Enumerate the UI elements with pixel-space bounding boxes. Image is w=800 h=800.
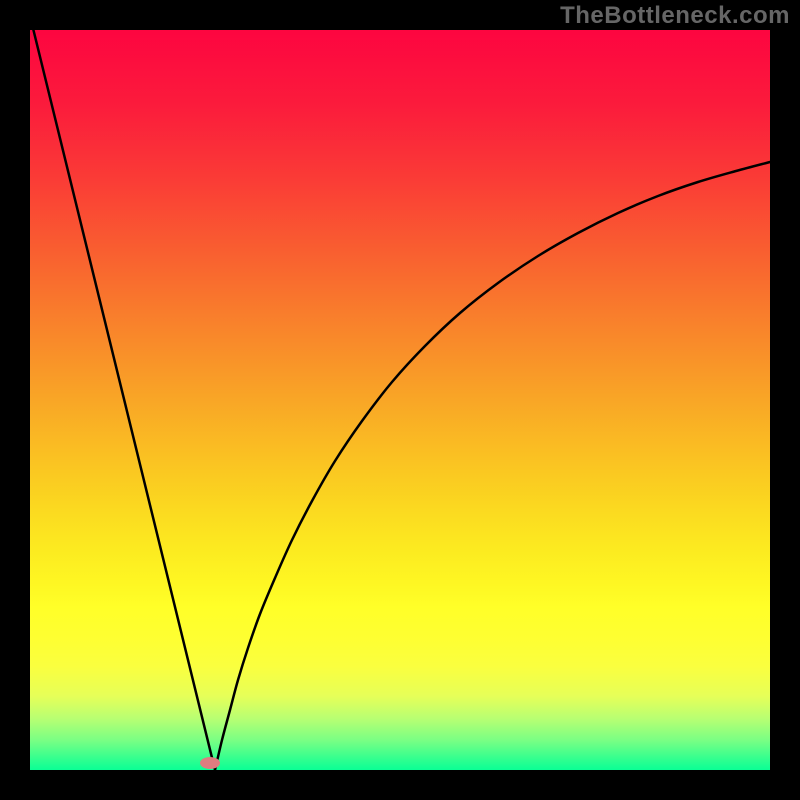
watermark-text: TheBottleneck.com [560, 2, 790, 30]
bottleneck-chart [0, 0, 800, 800]
chart-stage: TheBottleneck.com [0, 0, 800, 800]
gradient-background [30, 30, 770, 770]
notch-marker [200, 757, 220, 769]
